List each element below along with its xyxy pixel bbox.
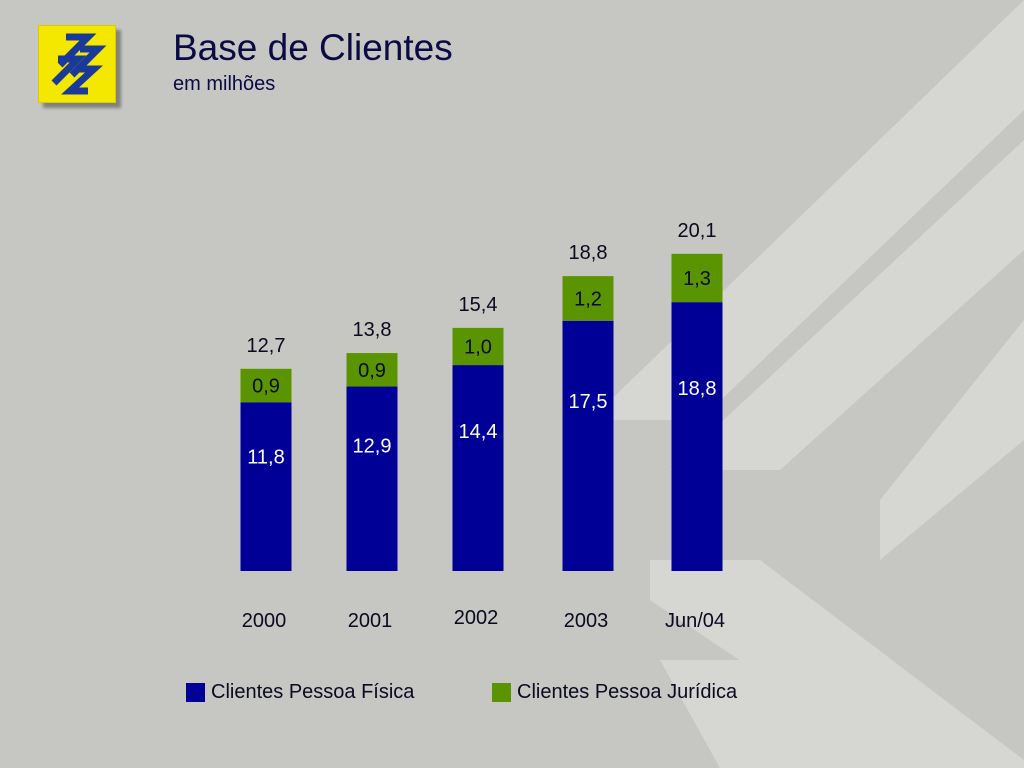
bar-pessoa-fisica-2 — [452, 365, 504, 571]
category-label-0: 2000 — [242, 610, 287, 632]
bar-pessoa-juridica-1 — [346, 353, 398, 387]
bar-pessoa-juridica-4 — [671, 253, 723, 303]
bar-pessoa-fisica-1 — [346, 386, 398, 571]
page-title: Base de Clientes — [173, 27, 453, 68]
data-label-pessoa-juridica-2: 1,0 — [464, 336, 492, 358]
total-label-1: 13,8 — [353, 319, 392, 341]
category-label-4: Jun/04 — [665, 610, 725, 632]
bar-pessoa-fisica-3 — [562, 320, 614, 571]
bar-pessoa-juridica-0 — [240, 368, 292, 403]
bar-pessoa-fisica-4 — [671, 302, 723, 571]
data-label-pessoa-fisica-3: 17,5 — [569, 391, 608, 413]
data-label-pessoa-juridica-3: 1,2 — [574, 288, 602, 310]
data-label-pessoa-fisica-4: 18,8 — [678, 378, 717, 400]
bar-pessoa-juridica-2 — [452, 327, 504, 366]
page-subtitle: em milhões — [173, 73, 276, 95]
data-label-pessoa-fisica-0: 11,8 — [247, 446, 284, 468]
data-label-pessoa-fisica-1: 12,9 — [353, 436, 392, 458]
legend-swatch-pessoa-fisica — [186, 683, 205, 702]
legend-item-pessoa-fisica: Clientes Pessoa Física — [186, 681, 414, 704]
data-label-pessoa-juridica-1: 0,9 — [358, 360, 386, 382]
data-label-pessoa-juridica-4: 1,3 — [683, 268, 711, 290]
category-label-1: 2001 — [348, 610, 393, 632]
total-label-4: 20,1 — [678, 220, 717, 242]
legend-label-pessoa-fisica: Clientes Pessoa Física — [211, 681, 415, 703]
bank-logo-icon — [37, 24, 117, 104]
total-label-3: 18,8 — [569, 242, 608, 264]
total-label-2: 15,4 — [459, 294, 498, 316]
data-label-pessoa-juridica-0: 0,9 — [252, 376, 280, 398]
legend-swatch-pessoa-juridica — [492, 683, 511, 702]
data-label-pessoa-fisica-2: 14,4 — [459, 421, 498, 443]
legend-item-pessoa-juridica: Clientes Pessoa Jurídica — [492, 681, 737, 704]
category-label-2: 2002 — [454, 607, 499, 629]
legend-label-pessoa-juridica: Clientes Pessoa Jurídica — [517, 681, 738, 703]
category-label-3: 2003 — [564, 610, 609, 632]
bar-pessoa-juridica-3 — [562, 276, 614, 321]
total-label-0: 12,7 — [247, 335, 286, 357]
bar-pessoa-fisica-0 — [240, 402, 292, 571]
